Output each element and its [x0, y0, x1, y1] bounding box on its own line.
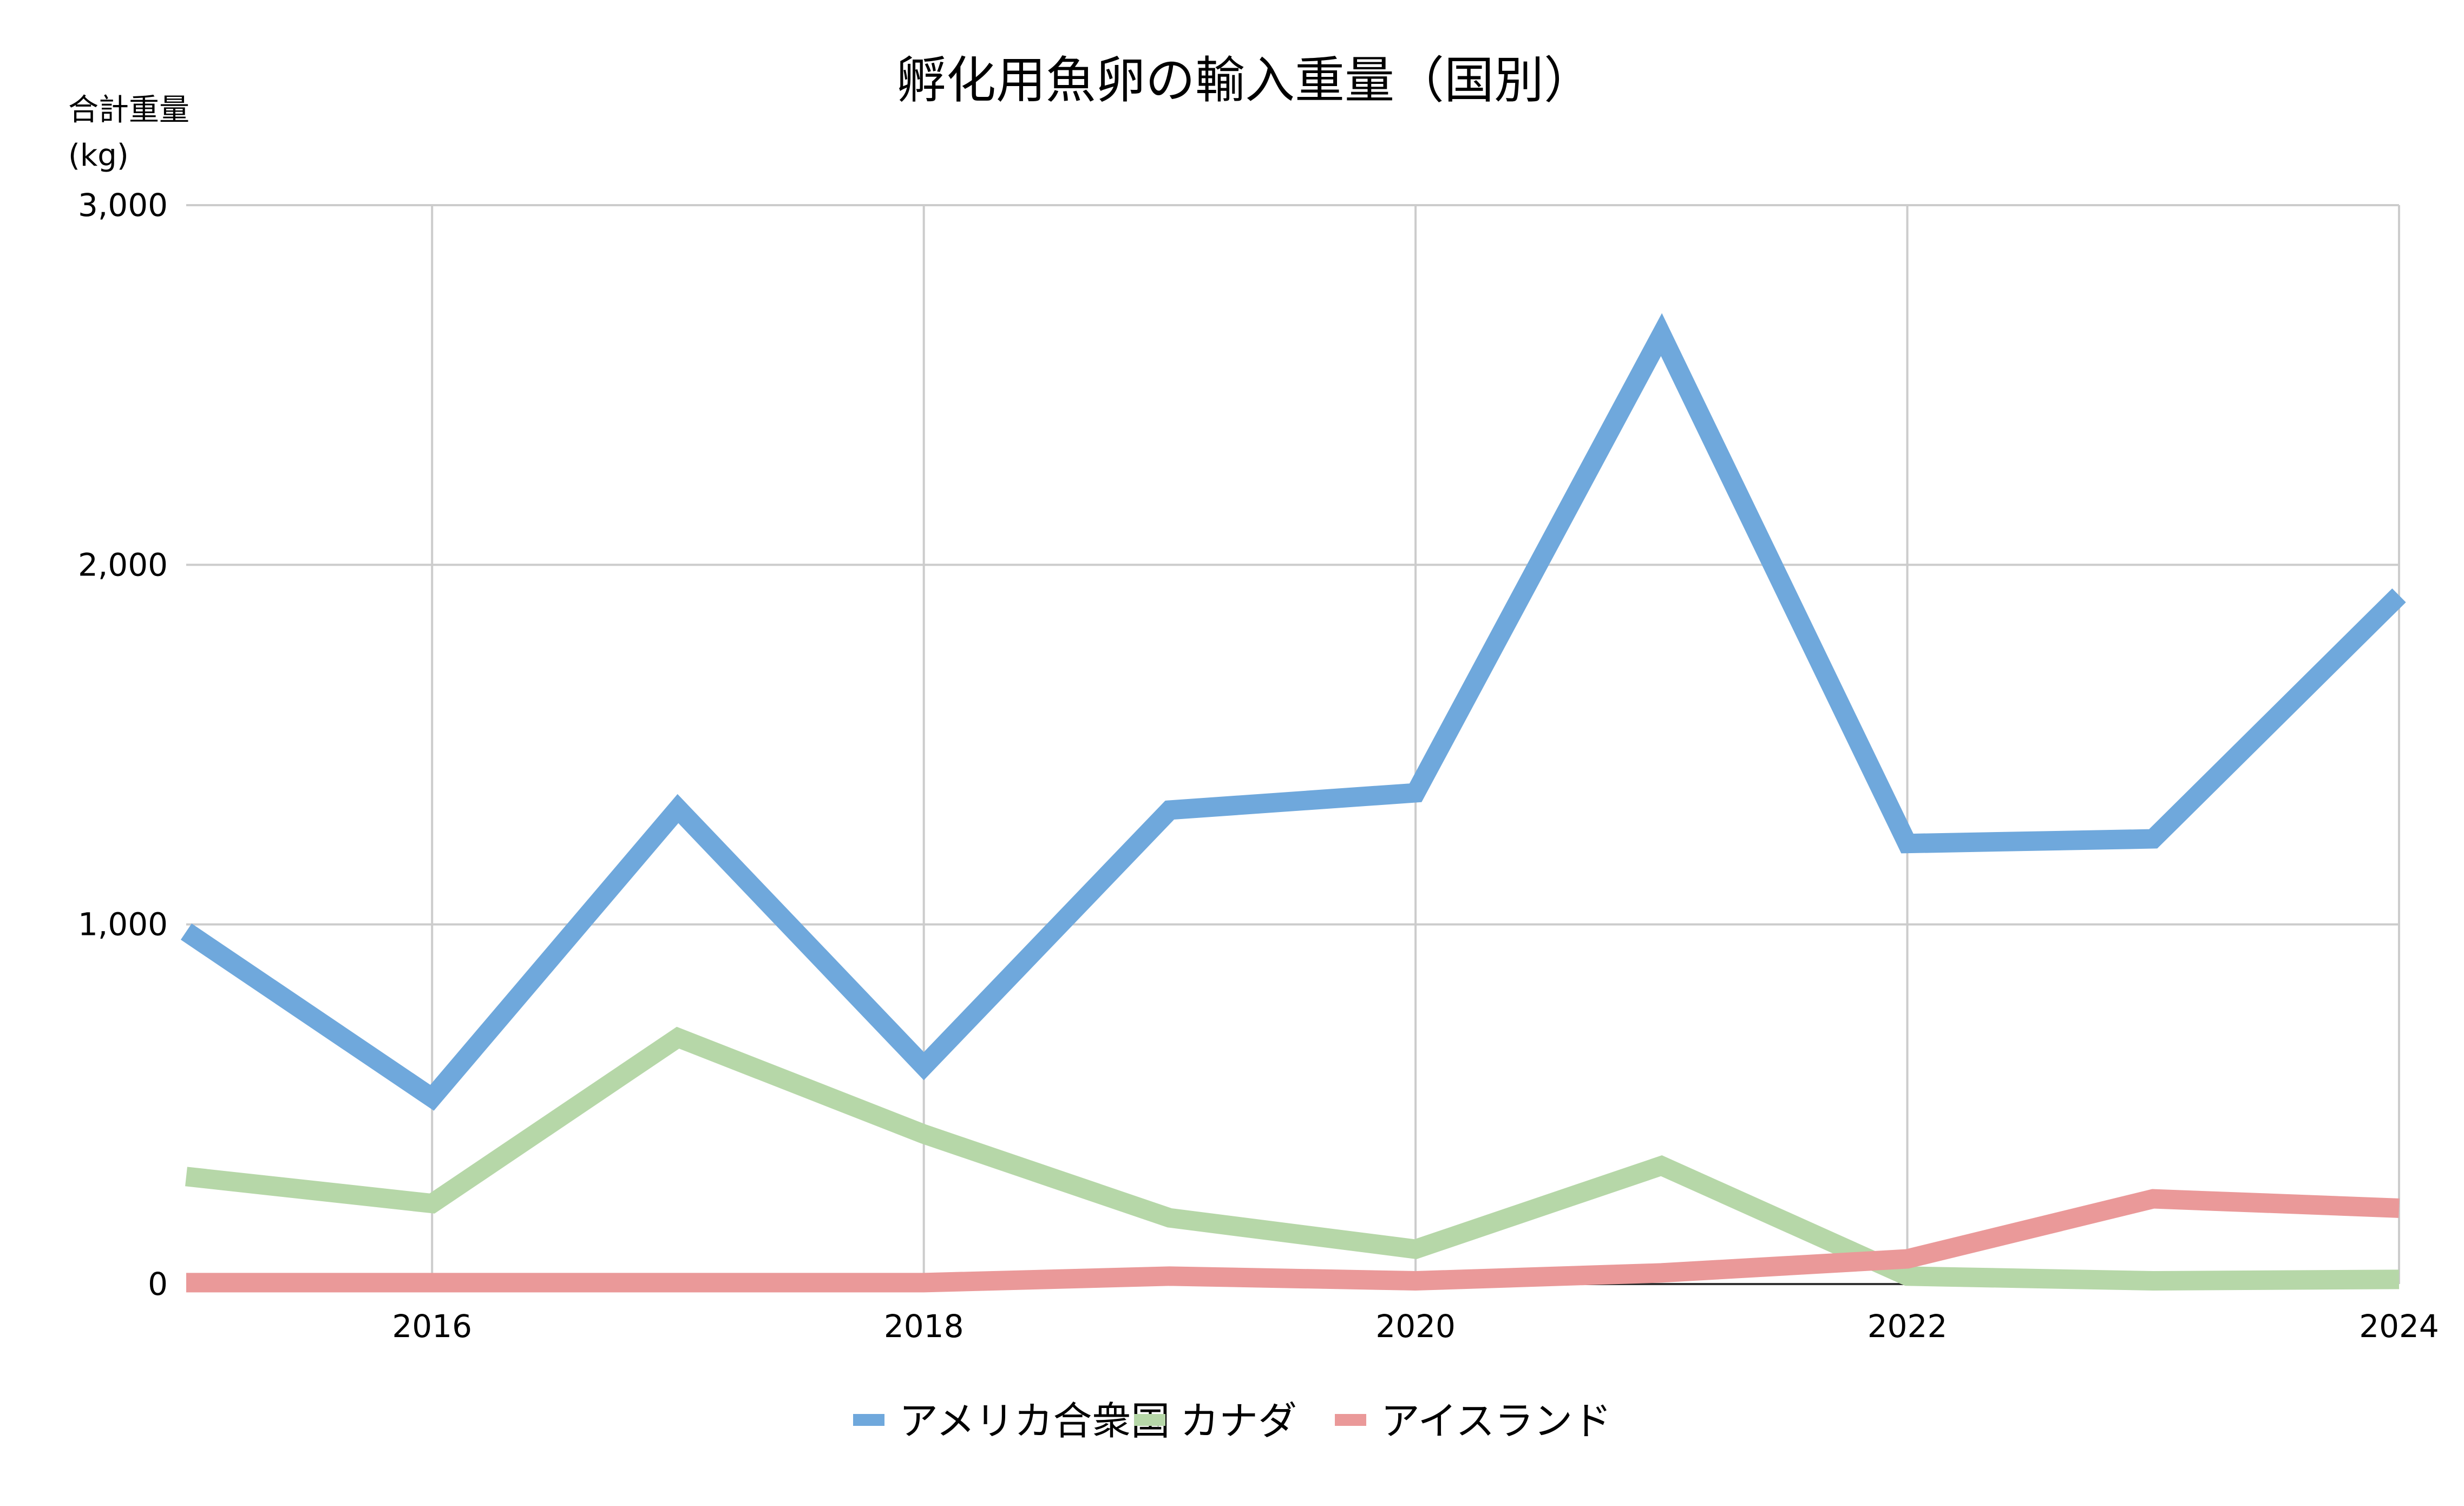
- x-tick-labels: 2016 2018 2020 2022 2024: [392, 1308, 2439, 1345]
- series-line-1: [185, 1026, 2400, 1291]
- y-axis-label-line1: 合計重量: [68, 93, 189, 128]
- legend-marker-0: [853, 1414, 884, 1426]
- y-tick-label: 0: [148, 1266, 168, 1302]
- x-tick-label: 2022: [1867, 1308, 1948, 1345]
- legend-label-1: カナダ: [1180, 1398, 1297, 1444]
- legend-marker-1: [1134, 1414, 1165, 1426]
- series-lines: [180, 313, 2406, 1293]
- y-tick-labels: 0 1,000 2,000 3,000: [78, 187, 168, 1302]
- y-axis-label-line2: (kg): [68, 138, 129, 173]
- y-tick-label: 1,000: [78, 906, 168, 943]
- chart-title: 孵化用魚卵の輸入重量（国別）: [896, 51, 1594, 109]
- x-tick-label: 2020: [1375, 1308, 1456, 1345]
- x-tick-label: 2018: [884, 1308, 964, 1345]
- legend-label-2: アイスランド: [1381, 1398, 1611, 1444]
- series-line-0: [180, 313, 2406, 1111]
- legend-marker-2: [1335, 1414, 1366, 1426]
- series-line-2: [186, 1189, 2400, 1293]
- gridlines: [186, 204, 2400, 1285]
- y-tick-label: 3,000: [78, 187, 168, 224]
- legend: アメリカ合衆国 カナダ アイスランド: [853, 1398, 1611, 1444]
- x-tick-label: 2016: [392, 1308, 472, 1345]
- legend-label-0: アメリカ合衆国: [899, 1398, 1170, 1444]
- y-tick-label: 2,000: [78, 546, 168, 583]
- x-tick-label: 2024: [2359, 1308, 2439, 1345]
